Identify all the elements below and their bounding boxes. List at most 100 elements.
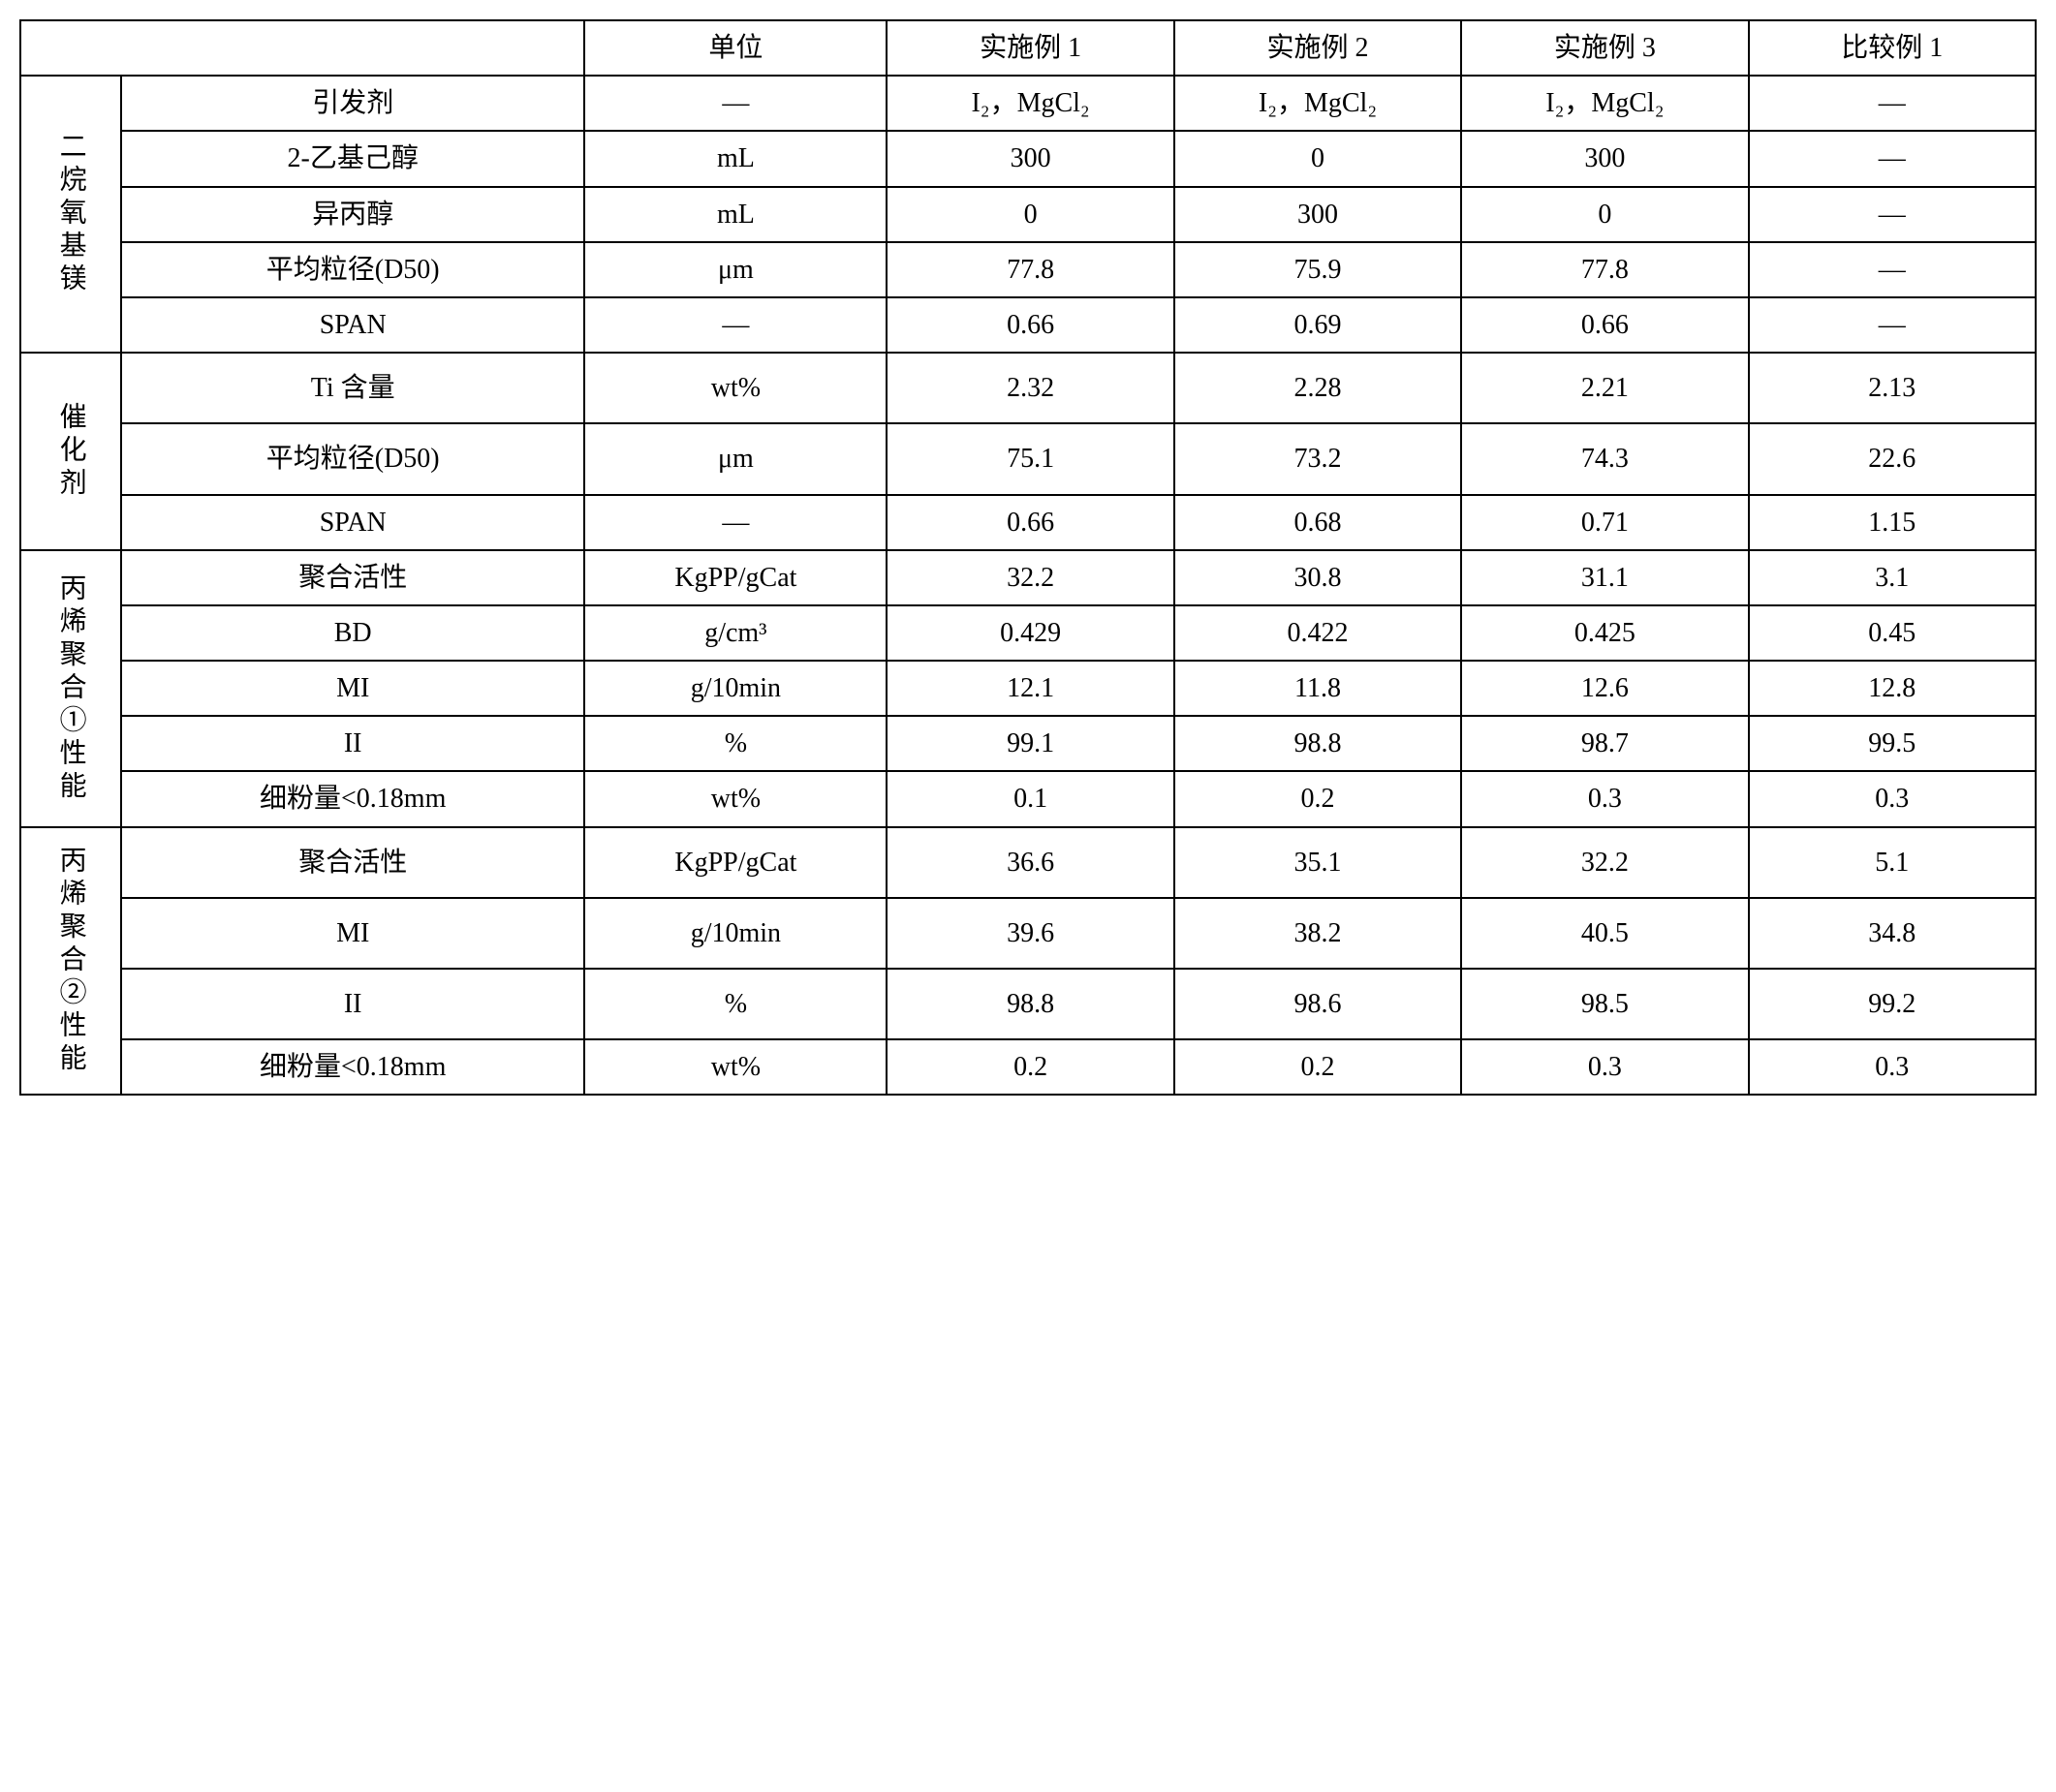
cell: 12.6 [1461, 661, 1748, 716]
cell: 74.3 [1461, 423, 1748, 494]
cell: 99.1 [887, 716, 1173, 771]
cell: 99.2 [1749, 969, 2036, 1039]
cell: 0.71 [1461, 495, 1748, 550]
row-label: 2-乙基己醇 [121, 131, 584, 186]
cell: 75.9 [1174, 242, 1461, 297]
table-row: SPAN — 0.66 0.69 0.66 — [20, 297, 2036, 353]
cell: 0.45 [1749, 605, 2036, 661]
cell: 300 [1174, 187, 1461, 242]
row-label: II [121, 716, 584, 771]
cell: 0 [1174, 131, 1461, 186]
cell: 98.8 [887, 969, 1173, 1039]
cell: 32.2 [1461, 827, 1748, 898]
cell: 98.8 [1174, 716, 1461, 771]
cell: 0.68 [1174, 495, 1461, 550]
cell: 0.2 [1174, 771, 1461, 826]
cell: 73.2 [1174, 423, 1461, 494]
cell: g/10min [584, 661, 887, 716]
cell: 77.8 [887, 242, 1173, 297]
cell: — [1749, 297, 2036, 353]
cell: 12.8 [1749, 661, 2036, 716]
table-row: 二烷氧基镁 引发剂 — I₂，MgCl₂ I₂，MgCl₂ I₂，MgCl₂ — [20, 76, 2036, 131]
cell: 0.2 [887, 1039, 1173, 1095]
table-row: 2-乙基己醇 mL 300 0 300 — [20, 131, 2036, 186]
cell: 2.21 [1461, 353, 1748, 423]
cell: μm [584, 242, 887, 297]
cell: I₂，MgCl₂ [1461, 76, 1748, 131]
cell: 39.6 [887, 898, 1173, 969]
cell: 5.1 [1749, 827, 2036, 898]
row-label: MI [121, 898, 584, 969]
group-label-2: 催化剂 [20, 353, 121, 550]
cell: wt% [584, 771, 887, 826]
cell: 0.69 [1174, 297, 1461, 353]
cell: 30.8 [1174, 550, 1461, 605]
cell: 0.3 [1461, 771, 1748, 826]
cell: KgPP/gCat [584, 550, 887, 605]
cell: 0 [887, 187, 1173, 242]
cell: I₂，MgCl₂ [1174, 76, 1461, 131]
cell: 2.28 [1174, 353, 1461, 423]
cell: 0.422 [1174, 605, 1461, 661]
cell: 77.8 [1461, 242, 1748, 297]
table-row: II % 99.1 98.8 98.7 99.5 [20, 716, 2036, 771]
table-row: II % 98.8 98.6 98.5 99.2 [20, 969, 2036, 1039]
cell: — [1749, 187, 2036, 242]
row-label: SPAN [121, 495, 584, 550]
row-label: 平均粒径(D50) [121, 242, 584, 297]
table-row: MI g/10min 39.6 38.2 40.5 34.8 [20, 898, 2036, 969]
cell: mL [584, 187, 887, 242]
table-row: 异丙醇 mL 0 300 0 — [20, 187, 2036, 242]
cell: 1.15 [1749, 495, 2036, 550]
header-ex3: 实施例 3 [1461, 20, 1748, 76]
cell: 3.1 [1749, 550, 2036, 605]
cell: wt% [584, 1039, 887, 1095]
group-label-1: 二烷氧基镁 [20, 76, 121, 353]
cell: 2.32 [887, 353, 1173, 423]
cell: 98.6 [1174, 969, 1461, 1039]
cell: 0.3 [1749, 771, 2036, 826]
cell: 31.1 [1461, 550, 1748, 605]
header-ex1: 实施例 1 [887, 20, 1173, 76]
cell: 11.8 [1174, 661, 1461, 716]
row-label: II [121, 969, 584, 1039]
header-cmp1: 比较例 1 [1749, 20, 2036, 76]
cell: KgPP/gCat [584, 827, 887, 898]
table-row: 细粉量<0.18mm wt% 0.1 0.2 0.3 0.3 [20, 771, 2036, 826]
cell: g/10min [584, 898, 887, 969]
cell: g/cm³ [584, 605, 887, 661]
header-blank [20, 20, 584, 76]
row-label: SPAN [121, 297, 584, 353]
table-row: MI g/10min 12.1 11.8 12.6 12.8 [20, 661, 2036, 716]
cell: 75.1 [887, 423, 1173, 494]
cell: wt% [584, 353, 887, 423]
table-row: 丙烯聚合①性能 聚合活性 KgPP/gCat 32.2 30.8 31.1 3.… [20, 550, 2036, 605]
cell: 0.66 [887, 495, 1173, 550]
cell: 98.7 [1461, 716, 1748, 771]
cell: 0.3 [1749, 1039, 2036, 1095]
table-row: 丙烯聚合②性能 聚合活性 KgPP/gCat 36.6 35.1 32.2 5.… [20, 827, 2036, 898]
cell: I₂，MgCl₂ [887, 76, 1173, 131]
cell: — [1749, 131, 2036, 186]
cell: 0 [1461, 187, 1748, 242]
cell: % [584, 716, 887, 771]
cell: 34.8 [1749, 898, 2036, 969]
data-table: 单位 实施例 1 实施例 2 实施例 3 比较例 1 二烷氧基镁 引发剂 — I… [19, 19, 2037, 1096]
cell: 0.66 [887, 297, 1173, 353]
cell: — [1749, 242, 2036, 297]
header-row: 单位 实施例 1 实施例 2 实施例 3 比较例 1 [20, 20, 2036, 76]
row-label: Ti 含量 [121, 353, 584, 423]
cell: — [584, 495, 887, 550]
row-label: 异丙醇 [121, 187, 584, 242]
cell: 0.2 [1174, 1039, 1461, 1095]
cell: mL [584, 131, 887, 186]
table-row: 平均粒径(D50) μm 77.8 75.9 77.8 — [20, 242, 2036, 297]
table-row: 催化剂 Ti 含量 wt% 2.32 2.28 2.21 2.13 [20, 353, 2036, 423]
header-ex2: 实施例 2 [1174, 20, 1461, 76]
row-label: 聚合活性 [121, 827, 584, 898]
cell: — [584, 76, 887, 131]
table-row: 平均粒径(D50) μm 75.1 73.2 74.3 22.6 [20, 423, 2036, 494]
row-label: 引发剂 [121, 76, 584, 131]
cell: 0.66 [1461, 297, 1748, 353]
cell: — [584, 297, 887, 353]
